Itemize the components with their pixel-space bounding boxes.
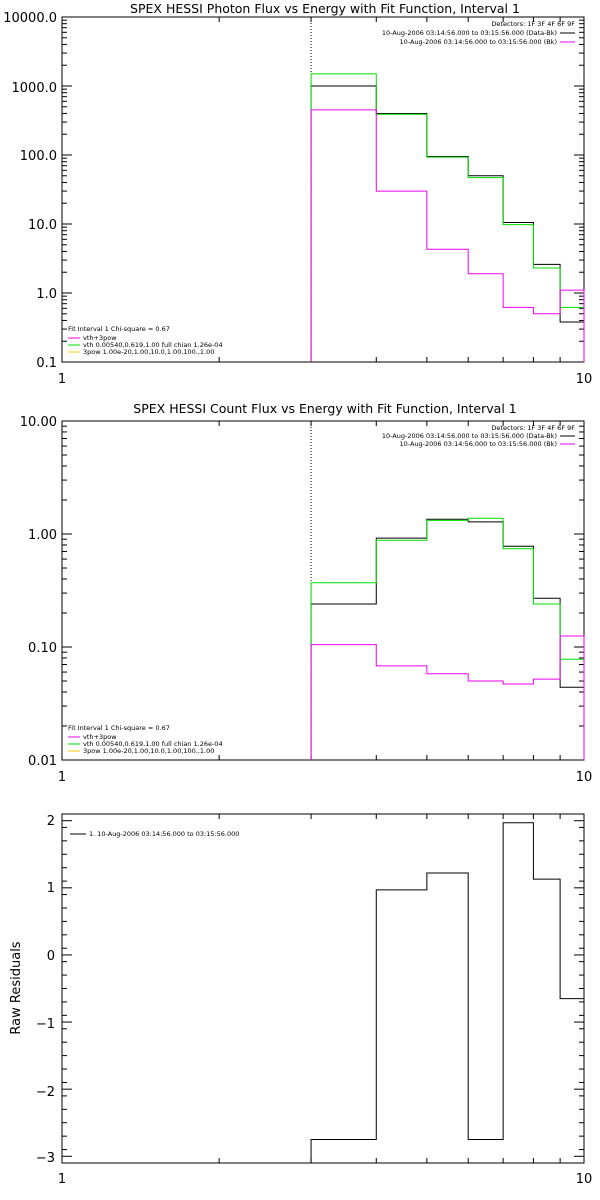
legend-data-bk-label: 10-Aug-2006 03:14:56.000 to 03:15:56.000… — [382, 432, 557, 440]
legend-bk-label: 10-Aug-2006 03:14:56.000 to 03:15:56.000… — [400, 38, 557, 46]
residuals-plot-frame — [61, 813, 585, 1164]
y-tick-label: −1 — [36, 1017, 55, 1032]
series-background-line — [310, 109, 585, 362]
y-tick-label: 1 — [47, 881, 55, 896]
y-tick-label: 10.0 — [28, 218, 57, 233]
series-fit-model-line — [310, 73, 585, 362]
series-data-minus-background-line — [310, 822, 584, 1163]
series-data-minus-background-line — [310, 518, 585, 760]
y-tick-label: 10.00 — [20, 415, 57, 430]
residuals-y-tick-labels: 2 1 0 −1 −2 −3 — [36, 814, 55, 1166]
fit-legend-entry: vth+3pow — [83, 334, 117, 342]
photon-flux-top-legend: Detectors: 1F 3F 4F 6F 9F 10-Aug-2006 03… — [382, 20, 575, 46]
count-flux-plot-frame — [61, 420, 585, 761]
photon-flux-series-group — [61, 16, 585, 363]
detectors-label: Detectors: 1F 3F 4F 6F 9F — [491, 424, 575, 432]
residuals-panel: Raw Residuals 2 1 0 −1 −2 −3 1 10 1. 10-… — [9, 813, 592, 1187]
series-background-line — [310, 635, 585, 760]
residuals-series-group — [61, 814, 585, 1164]
legend-bk-label: 10-Aug-2006 03:14:56.000 to 03:15:56.000… — [400, 440, 557, 448]
y-tick-label: 0.10 — [28, 641, 57, 656]
residuals-x-tick-labels: 1 10 — [58, 1172, 592, 1187]
series-fit-model-line — [310, 517, 585, 760]
y-tick-label: −3 — [36, 1151, 55, 1166]
residuals-legend: 1. 10-Aug-2006 03:14:56.000 to 03:15:56.… — [70, 830, 239, 838]
x-tick-label: 1 — [58, 1172, 66, 1187]
x-tick-label: 1 — [58, 372, 66, 387]
y-tick-label: 2 — [47, 814, 55, 829]
x-tick-label: 1 — [58, 770, 66, 785]
residuals-legend-label: 1. 10-Aug-2006 03:14:56.000 to 03:15:56.… — [89, 830, 239, 838]
count-flux-panel: SPEX HESSI Count Flux vs Energy with Fit… — [20, 401, 592, 785]
fit-legend-entry: vth 0.00540,0.619,1.00 full chian 1.26e-… — [83, 740, 223, 748]
y-tick-label: 1000.0 — [12, 81, 58, 96]
photon-flux-y-tick-labels: 10000.0 1000.0 100.0 10.0 1.0 0.1 — [3, 11, 57, 371]
fit-legend-entry: 3pow 1.00e-20,1.00,10.0,1.00,100.,1.00 — [83, 747, 214, 755]
fit-legend-entry: 3pow 1.00e-20,1.00,10.0,1.00,100.,1.00 — [83, 348, 214, 356]
y-tick-label: 0.01 — [28, 754, 57, 769]
photon-flux-panel: SPEX HESSI Photon Flux vs Energy with Fi… — [3, 1, 592, 387]
x-tick-label: 10 — [576, 770, 593, 785]
detectors-label: Detectors: 1F 3F 4F 6F 9F — [491, 20, 575, 28]
y-tick-label: 10000.0 — [3, 11, 57, 26]
y-tick-label: 0 — [47, 949, 55, 964]
legend-data-bk-label: 10-Aug-2006 03:14:56.000 to 03:15:56.000… — [382, 29, 557, 37]
fit-legend-header: Fit Interval 1 Chi-square = 0.67 — [68, 325, 170, 333]
y-tick-label: 1.00 — [28, 528, 57, 543]
count-flux-x-tick-labels: 1 10 — [58, 770, 592, 785]
y-tick-label: 1.0 — [36, 287, 57, 302]
y-tick-label: −2 — [36, 1085, 55, 1100]
x-tick-label: 10 — [576, 1172, 593, 1187]
count-flux-y-tick-labels: 10.00 1.00 0.10 0.01 — [20, 415, 57, 769]
count-flux-series-group — [61, 420, 585, 761]
count-flux-title: SPEX HESSI Count Flux vs Energy with Fit… — [133, 401, 516, 416]
photon-flux-title: SPEX HESSI Photon Flux vs Energy with Fi… — [130, 1, 520, 16]
count-flux-fit-legend: Fit Interval 1 Chi-square = 0.67 vth+3po… — [68, 724, 223, 755]
y-tick-label: 0.1 — [36, 356, 57, 371]
x-tick-label: 10 — [576, 372, 593, 387]
count-flux-top-legend: Detectors: 1F 3F 4F 6F 9F 10-Aug-2006 03… — [382, 424, 575, 448]
residuals-y-axis-label: Raw Residuals — [9, 941, 24, 1034]
photon-flux-plot-frame — [61, 16, 585, 363]
fit-legend-entry: vth 0.00540,0.619,1.00 full chian 1.26e-… — [83, 341, 223, 349]
series-data-minus-background-line — [310, 85, 585, 362]
fit-legend-entry: vth+3pow — [83, 733, 117, 741]
fit-legend-header: Fit Interval 1 Chi-square = 0.67 — [68, 724, 170, 732]
photon-flux-fit-legend: Fit Interval 1 Chi-square = 0.67 vth+3po… — [68, 325, 223, 356]
photon-flux-x-tick-labels: 1 10 — [58, 372, 592, 387]
y-tick-label: 100.0 — [20, 149, 57, 164]
